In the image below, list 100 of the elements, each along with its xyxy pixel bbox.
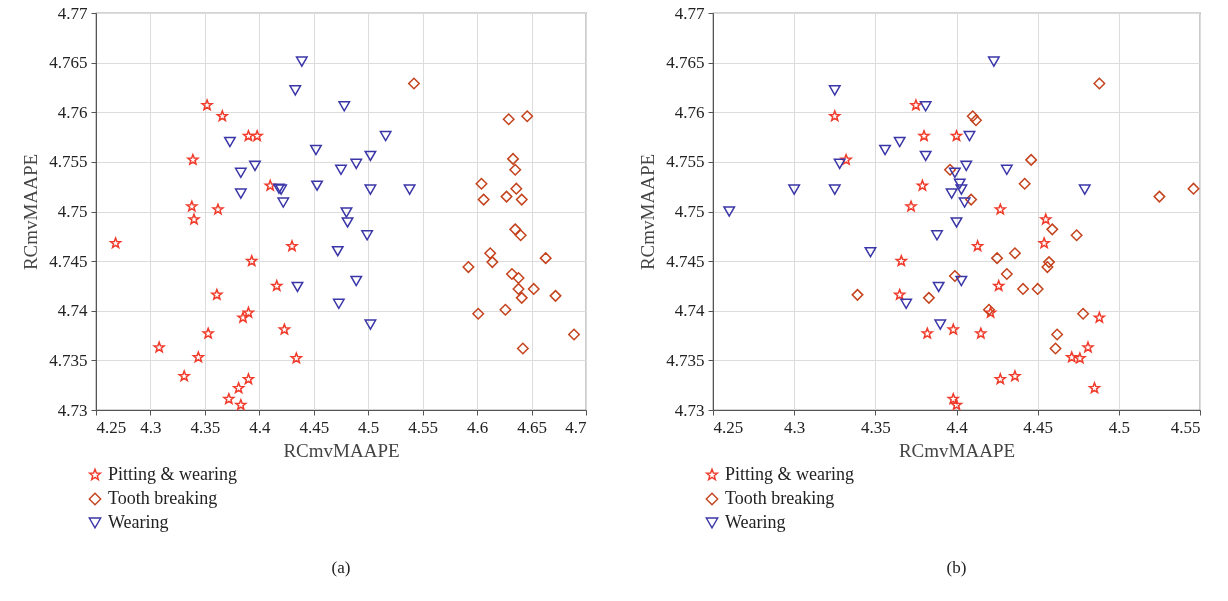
point (338, 101, 351, 112)
x-tick-label: 4.3 (784, 417, 806, 437)
x-tick-label: 4.45 (1023, 417, 1054, 437)
point (295, 56, 308, 67)
point (350, 158, 363, 170)
point (514, 229, 527, 242)
y-tick-label: 4.76 (674, 102, 705, 122)
point (521, 110, 534, 123)
x-axis-title: RCmvMAAPE (898, 439, 1016, 461)
point (211, 288, 223, 300)
y-tick-label: 4.745 (49, 251, 88, 271)
x-tick-label: 4.7 (565, 417, 587, 437)
point (248, 160, 261, 172)
point (234, 167, 247, 179)
point (515, 193, 528, 206)
x-tick-label: 4.4 (946, 417, 969, 437)
point (153, 341, 165, 353)
x-tick-label: 4.3 (140, 417, 162, 437)
point (512, 272, 525, 284)
x-tick-label: 4.45 (299, 417, 330, 437)
point (264, 179, 276, 191)
point (350, 275, 363, 287)
point (364, 319, 377, 330)
point (515, 291, 528, 304)
point (507, 152, 520, 165)
y-tick-label: 4.73 (57, 400, 88, 420)
point (234, 188, 247, 199)
point (512, 282, 525, 295)
point (475, 177, 488, 190)
point (311, 180, 324, 191)
point (289, 85, 302, 96)
point (509, 163, 522, 176)
x-tick-label: 4.65 (517, 417, 547, 437)
y-tick-label: 4.77 (57, 3, 88, 23)
point (223, 136, 236, 148)
point (178, 370, 190, 382)
point (212, 203, 224, 215)
point (202, 327, 214, 339)
point (527, 282, 540, 295)
y-tick-label: 4.74 (674, 301, 705, 321)
y-tick-label: 4.76 (57, 102, 88, 122)
point (277, 197, 290, 208)
y-tick-label: 4.765 (666, 53, 705, 73)
y-tick-label: 4.745 (666, 251, 705, 271)
text: (b) (946, 558, 967, 577)
x-tick-label: 4.35 (190, 417, 221, 437)
point (232, 382, 245, 394)
x-axis-title: RCmvMAAPE (283, 439, 400, 461)
point (271, 279, 283, 291)
point (290, 352, 303, 364)
point (216, 110, 229, 122)
legend-label: Tooth breaking (108, 488, 218, 508)
point (361, 230, 374, 241)
x-tick-label: 4.55 (408, 417, 439, 437)
y-tick-label: 4.77 (674, 3, 705, 23)
y-tick-label: 4.735 (666, 350, 705, 370)
point (500, 190, 513, 203)
point (251, 130, 263, 142)
point (201, 99, 213, 111)
point (242, 130, 255, 142)
point (549, 289, 562, 302)
point (188, 213, 200, 225)
point (477, 193, 490, 206)
legend-label: Pitting & wearing (108, 464, 237, 484)
point (332, 298, 345, 310)
point (568, 328, 581, 341)
point (486, 256, 499, 269)
point (379, 130, 392, 142)
point (516, 342, 529, 355)
x-tick-label: 4.6 (466, 417, 489, 437)
point (509, 223, 522, 236)
point (278, 323, 291, 335)
x-tick-label: 4.4 (249, 417, 271, 437)
point (462, 261, 475, 274)
point (364, 150, 377, 162)
x-tick-label: 4.5 (1108, 417, 1130, 437)
y-axis-title: RCmvMAAPE (20, 153, 42, 271)
point (235, 399, 247, 411)
point (484, 247, 497, 260)
point (502, 113, 515, 126)
y-tick-label: 4.75 (57, 202, 88, 221)
point (340, 207, 353, 218)
y-tick-label: 4.755 (49, 152, 88, 172)
point (187, 153, 199, 165)
point (539, 252, 552, 265)
point (186, 200, 198, 212)
point (335, 164, 347, 176)
point (499, 303, 512, 316)
point (286, 240, 298, 252)
x-tick-label: 4.55 (1170, 417, 1201, 437)
point (242, 373, 255, 385)
y-tick-label: 4.735 (49, 350, 88, 370)
legend-label: Wearing (108, 512, 169, 532)
y-tick-label: 4.765 (49, 53, 88, 73)
x-tick-label: 4.35 (860, 417, 891, 437)
point (510, 182, 523, 195)
point (331, 245, 344, 257)
y-axis-title: RCmvMAAPE (637, 153, 659, 271)
x-tick-label: 4.5 (358, 417, 380, 437)
y-tick-label: 4.74 (57, 301, 88, 321)
